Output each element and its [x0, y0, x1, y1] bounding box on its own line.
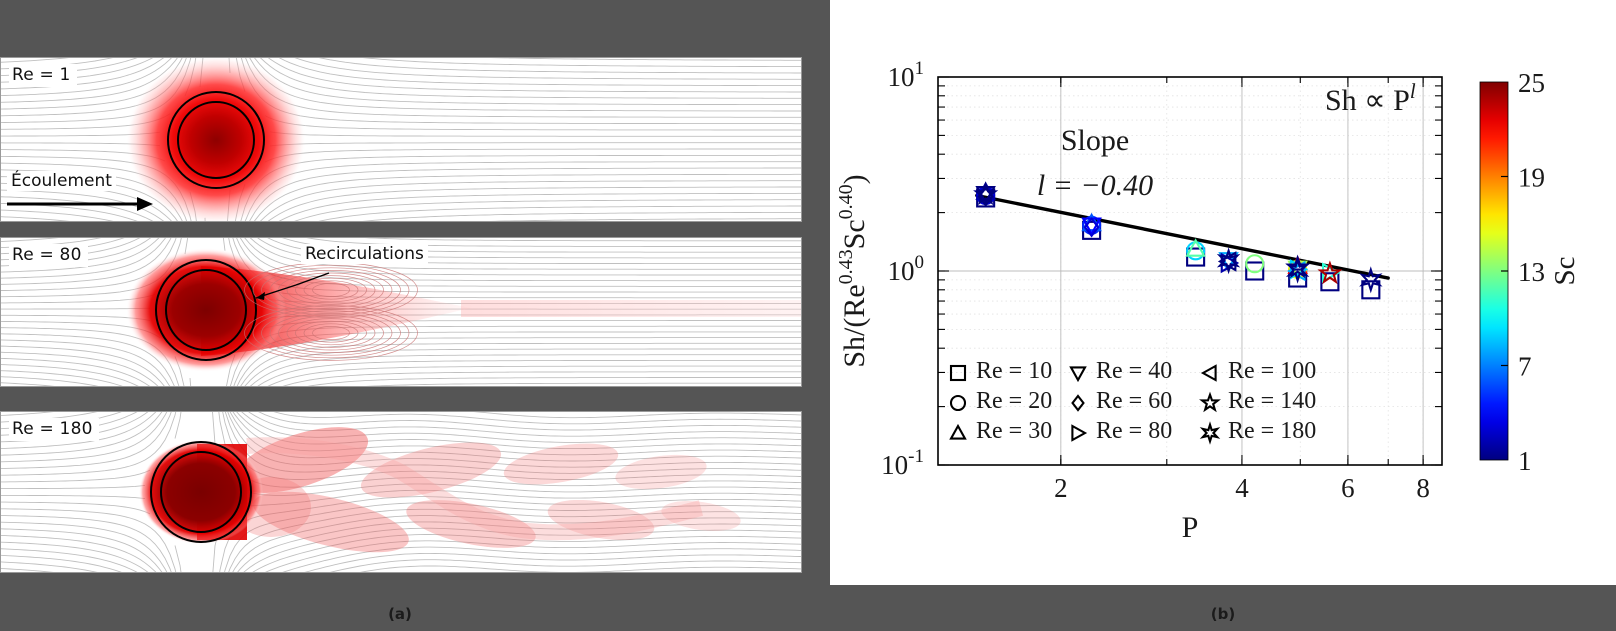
- data-point-square: [949, 364, 967, 382]
- ytick-label--1: 10-1: [881, 446, 924, 480]
- fit-line-segment: [975, 193, 1390, 280]
- data-point-triangle-up: [1081, 212, 1102, 232]
- data-point-star6: [1285, 256, 1310, 284]
- legend-label-60: Re = 60: [1096, 388, 1172, 414]
- panel-b-correlation-plot: Re = 10 Re = 20 Re = 30 Re = 40 Re = 60 Re = …: [830, 0, 1616, 623]
- x-axis-title: P: [1182, 511, 1199, 544]
- data-point-square: [1288, 268, 1308, 288]
- data-point-square: [1186, 247, 1206, 267]
- flow-field-svg-re1: [1, 58, 801, 221]
- flow-field-re1: [1, 58, 801, 221]
- colorbar-tick-19: 19: [1518, 163, 1545, 193]
- data-point-triangle-left: [1200, 364, 1217, 382]
- flow-field-svg-re180: [1, 412, 801, 572]
- case-label-re180: Re = 180: [9, 418, 99, 441]
- data-point-square: [1361, 280, 1381, 300]
- data-point-circle: [949, 394, 967, 412]
- data-point-star5: [1199, 391, 1221, 413]
- data-point-triangle-up: [1185, 238, 1206, 257]
- flow-case-panel-re180: Re = 180: [0, 411, 802, 573]
- legend-label-20: Re = 20: [976, 388, 1052, 414]
- subfigure-label-a: (a): [388, 605, 412, 623]
- legend-label-10: Re = 10: [976, 358, 1052, 384]
- data-point-star6: [1216, 247, 1241, 275]
- legend-label-140: Re = 140: [1228, 388, 1316, 414]
- colorbar-title: Sc: [1549, 257, 1581, 286]
- xtick-label-8: 8: [1416, 473, 1430, 503]
- legend-label-40: Re = 40: [1096, 358, 1172, 384]
- power-law-annotation: Sh ∝ Pl: [1325, 79, 1416, 117]
- data-point-circle: [1245, 254, 1265, 274]
- case-label-re1: Re = 1: [9, 64, 77, 87]
- axis-frame: [937, 76, 1443, 466]
- data-point-diamond: [977, 186, 994, 207]
- colorbar-tick-13: 13: [1518, 257, 1545, 287]
- flow-case-panel-re80: Re = 80 Recirculations: [0, 237, 802, 387]
- data-point-star5: [1317, 260, 1343, 285]
- legend-label-180: Re = 180: [1228, 418, 1316, 444]
- colorbar-tick-7: 7: [1518, 352, 1532, 382]
- colorbar-tick-25: 25: [1518, 68, 1545, 98]
- power-law-fit-line: [975, 193, 1390, 280]
- data-point-square: [1245, 261, 1265, 281]
- data-point-star5: [973, 181, 999, 206]
- plot-legend: Re = 10 Re = 20 Re = 30 Re = 40 Re = 60 Re = …: [949, 358, 1316, 445]
- xtick-label-2: 2: [1054, 473, 1068, 503]
- data-point-star6: [1359, 266, 1383, 294]
- recirculation-annotation-label: Recirculations: [301, 244, 428, 264]
- data-point-triangle-up: [949, 423, 967, 440]
- subfigure-label-b: (b): [1210, 605, 1236, 623]
- data-point-diamond: [1083, 217, 1100, 238]
- slope-annotation-title: Slope: [1061, 124, 1129, 157]
- xtick-label-4: 4: [1235, 473, 1249, 503]
- flow-case-panel-re1: Re = 1 Écoulement: [0, 57, 802, 222]
- legend-label-100: Re = 100: [1228, 358, 1316, 384]
- colorbar: 25 19 13 7 1 Sc: [1479, 68, 1581, 476]
- data-point-diamond: [1071, 394, 1085, 412]
- scatter-points: [973, 181, 1383, 300]
- flow-field-re180: [1, 412, 801, 572]
- data-point-triangle-down: [1069, 366, 1087, 383]
- legend-label-30: Re = 30: [976, 418, 1052, 444]
- data-point-square: [1320, 272, 1340, 292]
- case-label-re80: Re = 80: [9, 244, 88, 267]
- legend-label-80: Re = 80: [1096, 418, 1172, 444]
- data-point-star6: [1199, 421, 1221, 445]
- data-point-triangle-right: [1071, 424, 1088, 442]
- panel-a-flow-visualizations: Re = 1 Écoulement: [0, 57, 802, 623]
- correlation-scatter-plot: Re = 10 Re = 20 Re = 30 Re = 40 Re = 60 Re = …: [830, 0, 1616, 585]
- flow-direction-arrow-icon: [7, 197, 153, 211]
- slope-annotation-value: l = −0.40: [1037, 169, 1153, 202]
- colorbar-tick-1: 1: [1518, 446, 1532, 476]
- xtick-label-6: 6: [1341, 473, 1355, 503]
- flow-direction-label: Écoulement: [7, 171, 116, 191]
